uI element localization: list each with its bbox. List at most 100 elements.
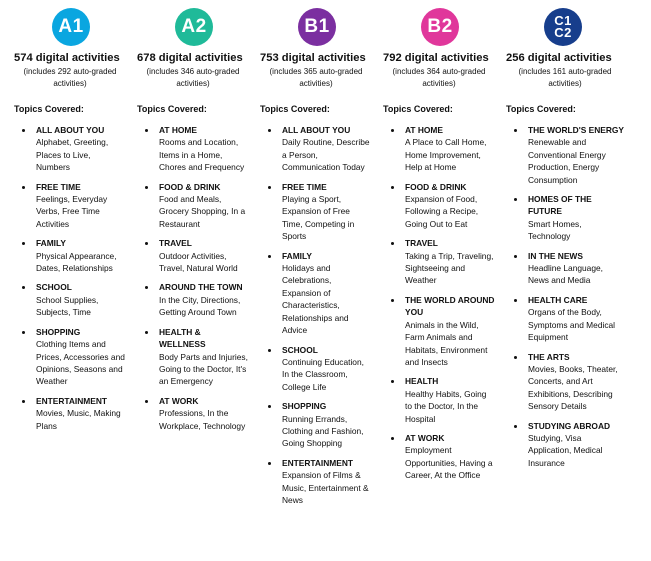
topic-description: Rooms and Location, Items in a Home, Cho… [159, 137, 245, 173]
topic-title: HOMES OF THE FUTURE [528, 194, 592, 217]
level-column-a2: A2 678 digital activities (includes 346 … [137, 8, 249, 439]
level-badge: A1 [52, 8, 90, 46]
topic-description: Alphabet, Greeting, Places to Live, Numb… [36, 137, 109, 173]
topic-item: IN THE NEWS Headline Language, News and M… [526, 250, 624, 287]
level-column-c1c2: C1 C2 256 digital activities (includes 1… [506, 8, 624, 476]
topic-title: AT WORK [159, 395, 199, 406]
topics-heading: Topics Covered: [260, 104, 330, 114]
activity-count: 256 digital activities [506, 52, 612, 64]
topic-list: THE WORLD'S ENERGY Renewable and Conventi… [506, 124, 624, 469]
topic-description: Movies, Books, Theater, Concerts, and Ar… [528, 363, 618, 412]
topic-title: HEALTH [405, 376, 439, 387]
topic-title: FREE TIME [282, 181, 327, 192]
topic-title: ALL ABOUT YOU [282, 125, 351, 135]
topic-item: AT WORK Employment Opportunities, Having … [403, 432, 495, 482]
topic-description: Body Parts and Injuries, Going to the Do… [159, 351, 248, 387]
topic-item: FOOD & DRINK Food and Meals, Grocery Shop… [157, 181, 249, 231]
topic-item: AT HOME A Place to Call Home, Home Improv… [403, 124, 495, 174]
topic-description: Smart Homes, Technology [528, 218, 582, 242]
topic-item: AT HOME Rooms and Location, Items in a Ho… [157, 124, 249, 174]
auto-graded-note: (includes 364 auto-graded activities) [392, 67, 486, 88]
topic-description: Outdoor Activities, Travel, Natural Worl… [159, 250, 238, 274]
topic-description: Clothing Items and Prices, Accessories a… [36, 339, 125, 387]
topic-title: IN THE NEWS [528, 250, 583, 261]
activity-count: 574 digital activities [14, 52, 120, 64]
topic-title: THE WORLD'S ENERGY [528, 125, 624, 135]
topic-item: AT WORK Professions, In the Workplace, Te… [157, 395, 249, 432]
topic-item: FREE TIME Feelings, Everyday Verbs, Free … [34, 181, 126, 231]
activity-count: 678 digital activities [137, 52, 243, 64]
topic-item: HEALTH CARE Organs of the Body, Symptoms … [526, 294, 624, 344]
topic-description: Daily Routine, Describe a Person, Commun… [282, 137, 370, 173]
topic-description: Renewable and Conventional Energy Produc… [528, 137, 606, 185]
topic-item: ALL ABOUT YOU Daily Routine, Describe a P… [280, 124, 372, 174]
topic-title: FAMILY [282, 250, 312, 261]
topic-title: FAMILY [36, 238, 66, 249]
topic-title: FOOD & DRINK [405, 181, 467, 192]
topic-description: Employment Opportunities, Having a Caree… [405, 445, 493, 481]
topic-title: SHOPPING [282, 401, 327, 412]
topic-description: Expansion of Food, Following a Recipe, G… [405, 194, 479, 229]
topic-list: AT HOME Rooms and Location, Items in a Ho… [137, 124, 249, 432]
topic-title: SCHOOL [36, 282, 72, 293]
activity-count: 792 digital activities [383, 52, 489, 64]
topic-title: ALL ABOUT YOU [36, 125, 105, 135]
topic-title: TRAVEL [405, 238, 438, 249]
topic-title: HEALTH CARE [528, 294, 588, 305]
topic-description: Movies, Music, Making Plans [36, 408, 121, 431]
topic-item: FOOD & DRINK Expansion of Food, Following… [403, 181, 495, 231]
topic-list: ALL ABOUT YOU Alphabet, Greeting, Places … [14, 124, 126, 432]
topic-item: THE WORLD'S ENERGY Renewable and Conventi… [526, 124, 624, 186]
level-badge: B2 [421, 8, 459, 46]
topic-description: A Place to Call Home, Home Improvement, … [405, 137, 487, 173]
topic-title: AT HOME [405, 125, 443, 135]
topic-description: Headline Language, News and Media [528, 263, 603, 286]
level-badge: A2 [175, 8, 213, 46]
topic-description: Playing a Sport, Expansion of Free Time,… [282, 194, 355, 242]
topic-title: SCHOOL [282, 344, 318, 355]
topic-description: Running Errands, Clothing and Fashion, G… [282, 413, 364, 449]
topic-title: AT HOME [159, 125, 197, 135]
topics-heading: Topics Covered: [14, 104, 84, 114]
topic-title: THE ARTS [528, 351, 570, 362]
topic-item: SHOPPING Clothing Items and Prices, Acces… [34, 326, 126, 388]
topic-title: AT WORK [405, 432, 445, 443]
topic-title: AROUND THE TOWN [159, 282, 243, 293]
topic-title: THE WORLD AROUND YOU [405, 294, 495, 318]
topic-description: Taking a Trip, Traveling, Sightseeing an… [405, 250, 494, 286]
topic-title: TRAVEL [159, 238, 192, 249]
topic-description: Professions, In the Workplace, Technolog… [159, 408, 246, 431]
topic-description: Physical Appearance, Dates, Relationship… [36, 250, 117, 274]
topic-item: ALL ABOUT YOU Alphabet, Greeting, Places … [34, 124, 126, 174]
topics-heading: Topics Covered: [506, 104, 576, 114]
topic-title: STUDYING ABROAD [528, 420, 611, 431]
topics-heading: Topics Covered: [383, 104, 453, 114]
topics-heading: Topics Covered: [137, 104, 207, 114]
level-column-a1: A1 574 digital activities (includes 292 … [14, 8, 126, 439]
topic-list: ALL ABOUT YOU Daily Routine, Describe a P… [260, 124, 372, 506]
topic-description: Animals in the Wild, Farm Animals and Ha… [405, 319, 488, 367]
auto-graded-note: (includes 292 auto-graded activities) [23, 67, 117, 88]
topic-description: In the City, Directions, Getting Around … [159, 294, 241, 318]
auto-graded-note: (includes 346 auto-graded activities) [146, 67, 240, 88]
topic-description: Holidays and Celebrations, Expansion of … [282, 263, 349, 336]
level-badge: C1 C2 [544, 8, 582, 46]
topic-description: Food and Meals, Grocery Shopping, In a R… [159, 194, 246, 229]
topic-description: Expansion of Films & Music, Entertainmen… [282, 470, 369, 505]
topic-description: School Supplies, Subjects, Time [36, 294, 99, 318]
topic-title: FREE TIME [36, 181, 81, 192]
topic-description: Continuing Education, In the Classroom, … [282, 356, 364, 392]
auto-graded-note: (includes 365 auto-graded activities) [269, 67, 363, 88]
auto-graded-note: (includes 161 auto-graded activities) [518, 67, 612, 88]
